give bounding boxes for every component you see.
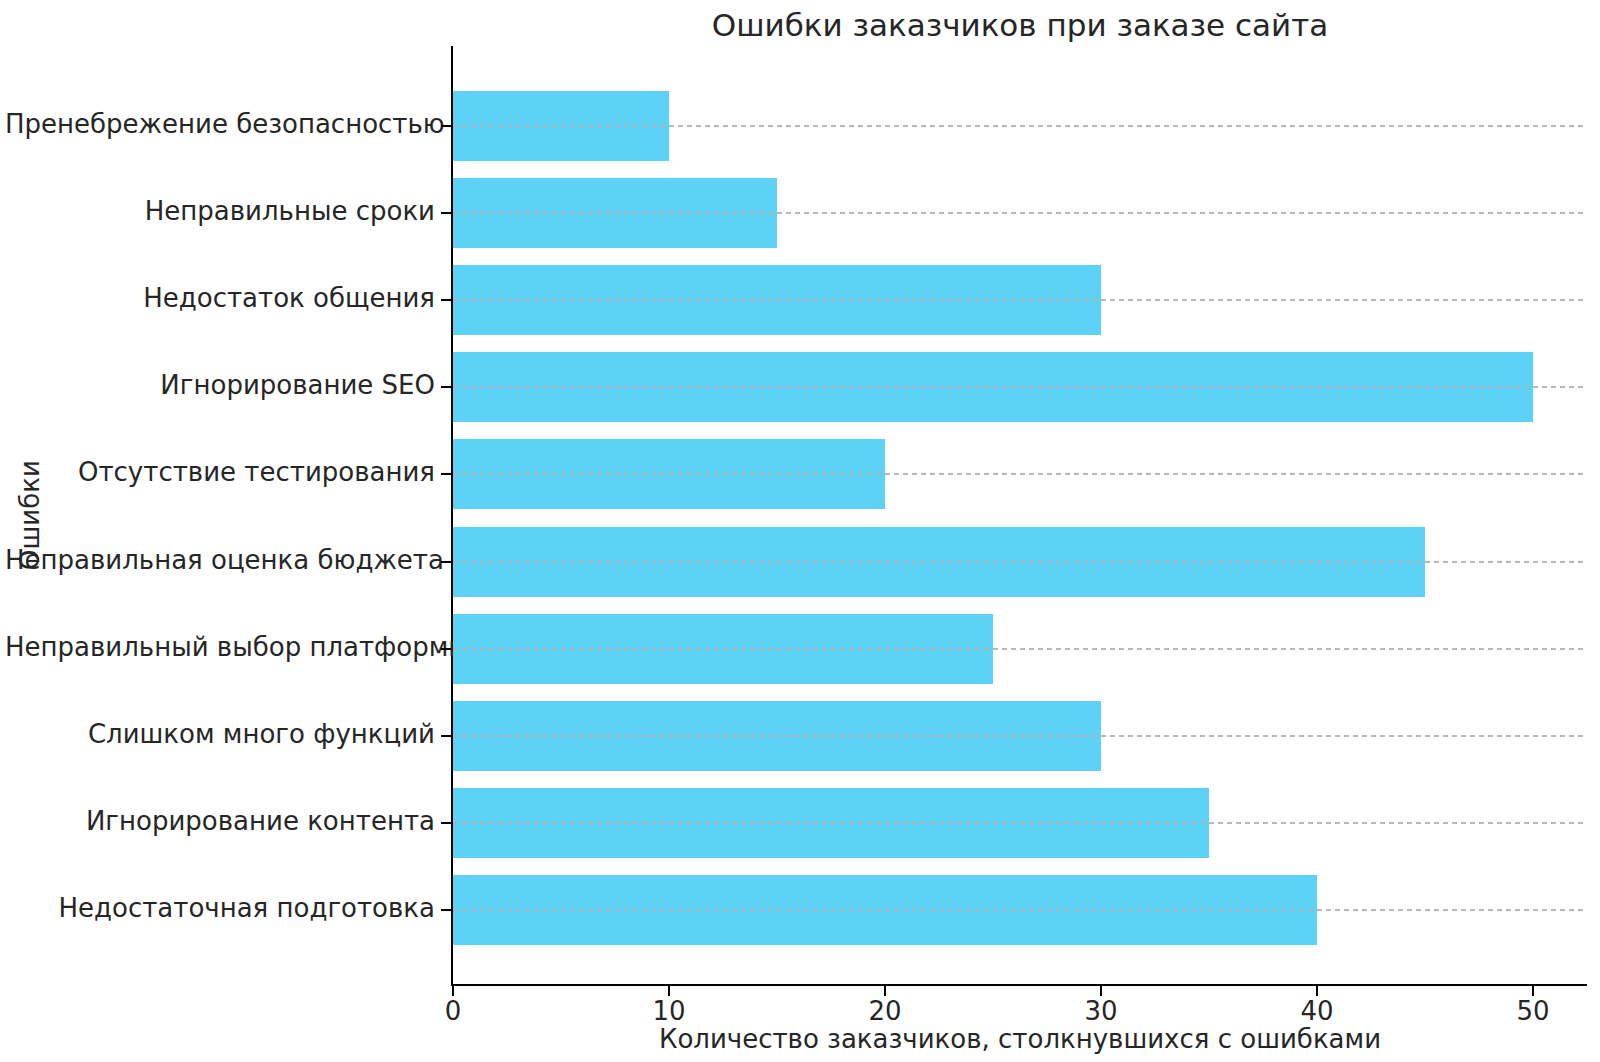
x-tick-mark (884, 986, 886, 996)
y-tick-label: Неправильный выбор платформы (5, 632, 435, 662)
gridline (453, 386, 1587, 388)
y-tick-mark (441, 125, 451, 127)
x-tick-mark (1532, 986, 1534, 996)
y-tick-mark (441, 386, 451, 388)
x-tick-label: 20 (868, 996, 901, 1026)
gridline (453, 909, 1587, 911)
x-tick-label: 30 (1084, 996, 1117, 1026)
y-tick-label: Недостаток общения (5, 283, 435, 313)
x-axis-label: Количество заказчиков, столкнувшихся с о… (453, 1024, 1587, 1054)
x-tick-mark (452, 986, 454, 996)
x-tick-mark (1316, 986, 1318, 996)
y-tick-mark (441, 299, 451, 301)
gridline (453, 473, 1587, 475)
y-tick-mark (441, 909, 451, 911)
y-tick-mark (441, 822, 451, 824)
x-tick-label: 10 (652, 996, 685, 1026)
y-tick-label: Отсутствие тестирования (5, 457, 435, 487)
y-tick-mark (441, 561, 451, 563)
x-tick-label: 40 (1300, 996, 1333, 1026)
figure: Ошибки заказчиков при заказе сайта Ошибк… (0, 0, 1600, 1062)
gridline (453, 125, 1587, 127)
y-tick-label: Недостаточная подготовка (5, 893, 435, 923)
chart-title: Ошибки заказчиков при заказе сайта (453, 7, 1587, 43)
gridline (453, 561, 1587, 563)
y-tick-mark (441, 648, 451, 650)
y-tick-mark (441, 735, 451, 737)
gridline (453, 735, 1587, 737)
y-tick-label: Слишком много функций (5, 719, 435, 749)
y-tick-mark (441, 473, 451, 475)
x-tick-label: 0 (445, 996, 462, 1026)
x-tick-label: 50 (1516, 996, 1549, 1026)
y-tick-mark (441, 212, 451, 214)
x-tick-mark (668, 986, 670, 996)
y-tick-label: Игнорирование SEO (5, 370, 435, 400)
y-tick-label: Неправильная оценка бюджета (5, 545, 435, 575)
gridline (453, 648, 1587, 650)
y-tick-label: Неправильные сроки (5, 196, 435, 226)
y-tick-label: Пренебрежение безопасностью (5, 109, 435, 139)
gridline (453, 822, 1587, 824)
plot-area (451, 46, 1587, 986)
gridline (453, 299, 1587, 301)
y-tick-label: Игнорирование контента (5, 806, 435, 836)
x-tick-mark (1100, 986, 1102, 996)
gridline (453, 212, 1587, 214)
